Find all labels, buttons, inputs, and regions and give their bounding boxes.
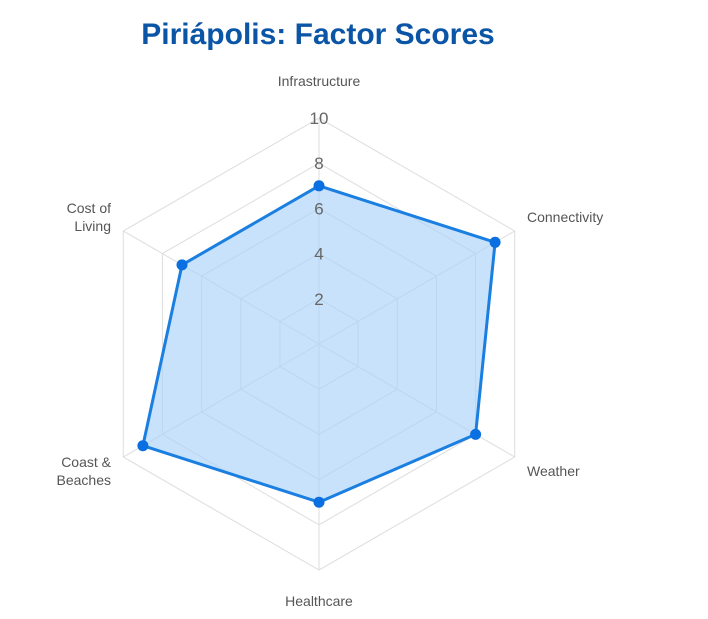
radar-ticks: 2 4 6 8 10 (310, 109, 329, 309)
axis-label-0: Infrastructure (278, 73, 361, 89)
tick-label-10: 10 (310, 109, 329, 128)
data-point-4 (137, 440, 149, 452)
data-point-3 (313, 496, 325, 508)
axis-label-line: Healthcare (285, 593, 353, 609)
radar-axis-labels: Infrastructure Connectivity Weather Healthc… (57, 73, 604, 609)
data-point-1 (489, 236, 501, 248)
tick-label-4: 4 (314, 245, 323, 264)
axis-label-line: Connectivity (527, 209, 603, 225)
axis-label-line: Infrastructure (278, 73, 361, 89)
tick-label-8: 8 (314, 154, 323, 173)
axis-label-line: Beaches (57, 472, 111, 488)
data-point-5 (176, 259, 188, 271)
axis-label-3: Healthcare (285, 593, 353, 609)
radar-series (141, 184, 497, 504)
tick-label-6: 6 (314, 199, 323, 218)
tick-label-2: 2 (314, 290, 323, 309)
axis-label-line: Coast & (61, 454, 111, 470)
series-area (141, 184, 497, 504)
axis-label-1: Connectivity (527, 209, 603, 225)
data-point-2 (470, 428, 482, 440)
axis-label-5: Cost of Living (67, 200, 111, 234)
axis-label-4: Coast & Beaches (57, 454, 112, 488)
axis-label-line: Weather (527, 463, 580, 479)
chart-title: Piriápolis: Factor Scores (141, 18, 495, 51)
axis-label-line: Cost of (67, 200, 111, 216)
data-point-0 (313, 180, 325, 192)
axis-label-line: Living (74, 218, 111, 234)
axis-label-2: Weather (527, 463, 580, 479)
radar-points (137, 180, 501, 508)
